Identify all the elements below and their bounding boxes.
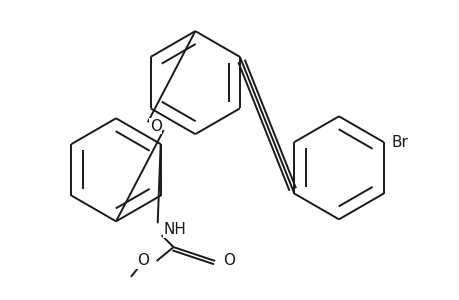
Text: O: O bbox=[149, 119, 162, 134]
Text: NH: NH bbox=[163, 222, 186, 237]
Text: Br: Br bbox=[391, 135, 408, 150]
Text: O: O bbox=[223, 254, 235, 268]
Text: O: O bbox=[136, 254, 148, 268]
